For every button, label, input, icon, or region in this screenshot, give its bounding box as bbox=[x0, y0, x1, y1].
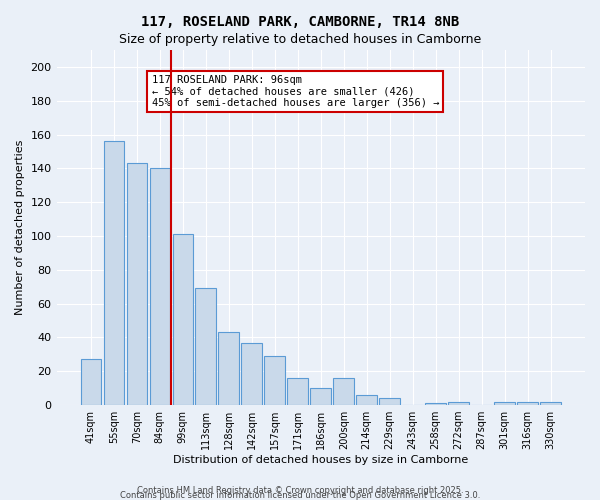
Bar bbox=[334, 378, 354, 405]
Text: 117, ROSELAND PARK, CAMBORNE, TR14 8NB: 117, ROSELAND PARK, CAMBORNE, TR14 8NB bbox=[141, 15, 459, 29]
Bar bbox=[196, 288, 216, 405]
Bar bbox=[540, 402, 561, 405]
Bar bbox=[287, 378, 308, 405]
Bar bbox=[80, 360, 101, 405]
Bar bbox=[356, 395, 377, 405]
Bar bbox=[310, 388, 331, 405]
Text: 117 ROSELAND PARK: 96sqm
← 54% of detached houses are smaller (426)
45% of semi-: 117 ROSELAND PARK: 96sqm ← 54% of detach… bbox=[152, 75, 439, 108]
Bar bbox=[104, 142, 124, 405]
Bar bbox=[448, 402, 469, 405]
Text: Contains HM Land Registry data © Crown copyright and database right 2025.: Contains HM Land Registry data © Crown c… bbox=[137, 486, 463, 495]
Bar bbox=[265, 356, 285, 405]
Bar bbox=[218, 332, 239, 405]
Bar bbox=[173, 234, 193, 405]
Y-axis label: Number of detached properties: Number of detached properties bbox=[15, 140, 25, 315]
Text: Size of property relative to detached houses in Camborne: Size of property relative to detached ho… bbox=[119, 32, 481, 46]
Text: Contains public sector information licensed under the Open Government Licence 3.: Contains public sector information licen… bbox=[120, 491, 480, 500]
Bar bbox=[127, 164, 147, 405]
Bar bbox=[425, 404, 446, 405]
Bar bbox=[241, 342, 262, 405]
Bar bbox=[379, 398, 400, 405]
X-axis label: Distribution of detached houses by size in Camborne: Distribution of detached houses by size … bbox=[173, 455, 469, 465]
Bar bbox=[149, 168, 170, 405]
Bar bbox=[517, 402, 538, 405]
Bar bbox=[494, 402, 515, 405]
